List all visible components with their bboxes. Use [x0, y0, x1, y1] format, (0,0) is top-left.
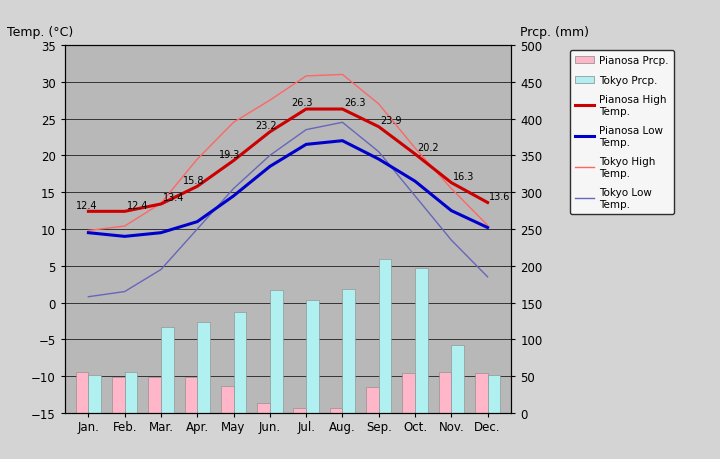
- Bar: [221, 386, 233, 413]
- Bar: [451, 345, 464, 413]
- Bar: [330, 408, 343, 413]
- Text: 23.2: 23.2: [256, 121, 277, 131]
- Text: Prcp. (mm): Prcp. (mm): [520, 26, 589, 39]
- Text: 23.9: 23.9: [381, 116, 402, 126]
- Legend: Pianosa Prcp., Tokyo Prcp., Pianosa High
Temp., Pianosa Low
Temp., Tokyo High
Te: Pianosa Prcp., Tokyo Prcp., Pianosa High…: [570, 51, 674, 214]
- Text: 19.3: 19.3: [219, 150, 240, 160]
- Bar: [184, 377, 197, 413]
- Bar: [306, 301, 319, 413]
- Bar: [161, 327, 174, 413]
- Bar: [294, 408, 306, 413]
- Text: 13.6: 13.6: [490, 191, 510, 202]
- Text: 12.4: 12.4: [127, 200, 148, 210]
- Text: 15.8: 15.8: [183, 175, 204, 185]
- Bar: [366, 386, 379, 413]
- Bar: [415, 269, 428, 413]
- Bar: [197, 322, 210, 413]
- Bar: [343, 290, 355, 413]
- Bar: [475, 373, 487, 413]
- Bar: [112, 377, 125, 413]
- Bar: [402, 373, 415, 413]
- Bar: [89, 375, 101, 413]
- Bar: [148, 377, 161, 413]
- Text: 13.4: 13.4: [163, 193, 184, 203]
- Bar: [438, 372, 451, 413]
- Text: 26.3: 26.3: [292, 98, 313, 108]
- Text: Temp. (°C): Temp. (°C): [6, 26, 73, 39]
- Bar: [125, 372, 138, 413]
- Bar: [233, 313, 246, 413]
- Bar: [487, 375, 500, 413]
- Bar: [257, 403, 270, 413]
- Text: 16.3: 16.3: [453, 172, 474, 182]
- Bar: [76, 372, 89, 413]
- Text: 26.3: 26.3: [344, 98, 366, 108]
- Text: 20.2: 20.2: [417, 143, 438, 153]
- Bar: [379, 260, 392, 413]
- Text: 12.4: 12.4: [76, 200, 97, 210]
- Bar: [270, 291, 282, 413]
